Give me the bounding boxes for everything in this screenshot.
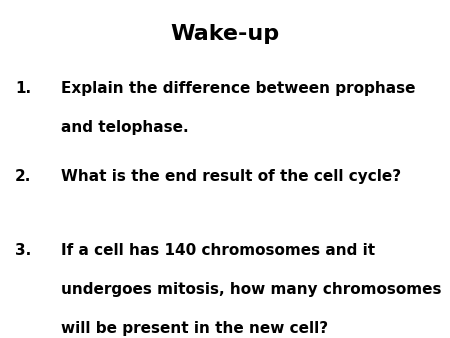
Text: What is the end result of the cell cycle?: What is the end result of the cell cycle… — [61, 169, 401, 184]
Text: and telophase.: and telophase. — [61, 120, 189, 135]
Text: Explain the difference between prophase: Explain the difference between prophase — [61, 81, 415, 96]
Text: Wake-up: Wake-up — [171, 24, 279, 44]
Text: 2.: 2. — [15, 169, 32, 184]
Text: If a cell has 140 chromosomes and it: If a cell has 140 chromosomes and it — [61, 243, 375, 258]
Text: undergoes mitosis, how many chromosomes: undergoes mitosis, how many chromosomes — [61, 282, 441, 297]
Text: 1.: 1. — [15, 81, 32, 96]
Text: 3.: 3. — [15, 243, 32, 258]
Text: will be present in the new cell?: will be present in the new cell? — [61, 321, 328, 336]
